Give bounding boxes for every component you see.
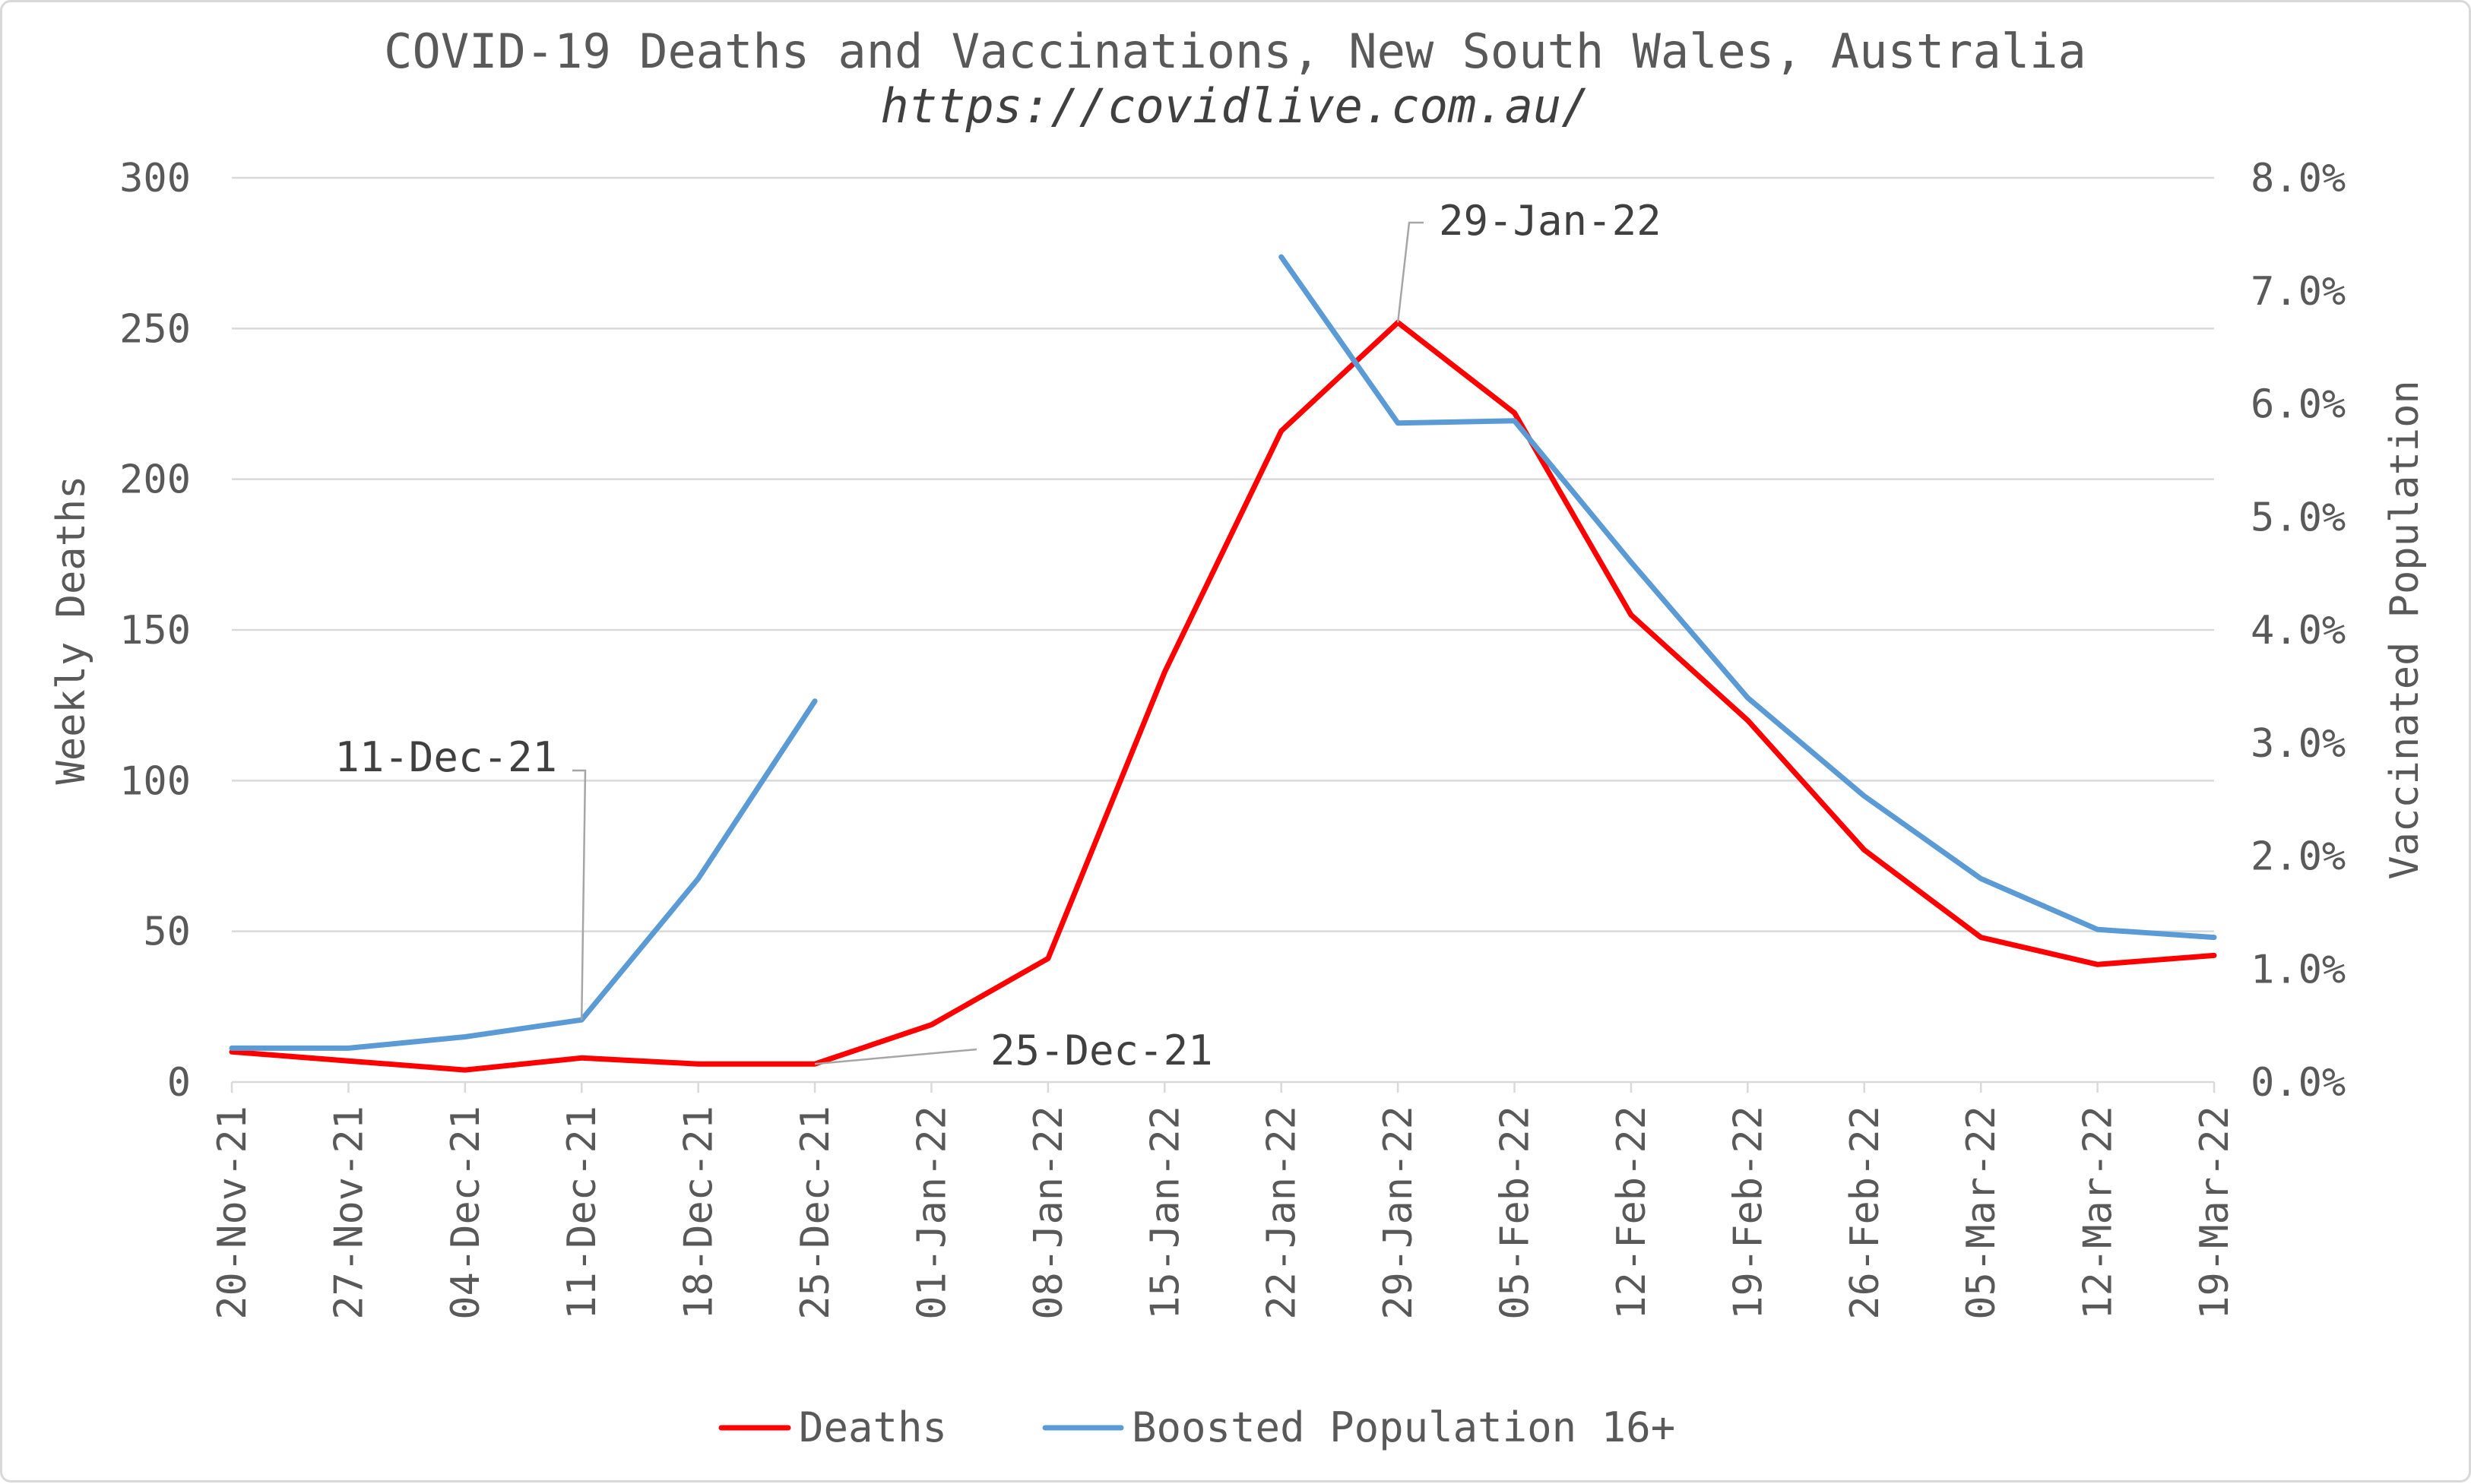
data-point-deaths (463, 1068, 467, 1072)
data-point-deaths (1862, 848, 1866, 852)
data-point-boosted (2096, 928, 2099, 932)
data-point-deaths (1629, 613, 1633, 617)
y2-tick-label: 0.0% (2251, 1060, 2346, 1106)
y2-tick-label: 4.0% (2251, 608, 2346, 653)
data-point-deaths (696, 1062, 700, 1066)
data-point-boosted (1746, 696, 1750, 700)
series-line-boosted (229, 698, 818, 1051)
y2-tick-label: 5.0% (2251, 495, 2346, 540)
legend-label: Boosted Population 16+ (1132, 1403, 1675, 1451)
x-tick-label: 22-Jan-22 (1259, 1106, 1305, 1320)
y2-tick-label: 3.0% (2251, 721, 2346, 767)
data-point-boosted (1513, 419, 1516, 422)
y2-tick-label: 8.0% (2251, 156, 2346, 201)
data-point-boosted (463, 1035, 467, 1039)
y-tick-label: 50 (143, 910, 191, 955)
annotation-leader-line (572, 769, 587, 1020)
y-tick-label: 100 (119, 758, 191, 804)
data-point-deaths (580, 1056, 584, 1060)
data-point-deaths (1513, 411, 1516, 415)
data-point-deaths (1046, 957, 1050, 960)
y-tick-label: 0 (167, 1060, 191, 1106)
annotation-leader-line (814, 1048, 977, 1065)
data-point-boosted (1396, 421, 1400, 425)
y-tick-label: 250 (119, 306, 191, 352)
data-point-deaths (230, 1050, 233, 1054)
data-point-boosted (347, 1046, 350, 1050)
data-point-deaths (2213, 954, 2216, 957)
annotations: 11-Dec-21 25-Dec-21 29-Jan-22 (334, 197, 1661, 1074)
x-tick-label: 12-Mar-22 (2076, 1106, 2121, 1320)
x-tick-label: 01-Jan-22 (909, 1106, 955, 1320)
data-point-deaths (347, 1059, 350, 1063)
data-point-boosted (696, 877, 700, 881)
data-point-deaths (1279, 429, 1283, 433)
y-tick-label: 200 (119, 457, 191, 503)
annotation-label: 25-Dec-21 (990, 1027, 1213, 1074)
y2-tick-label: 7.0% (2251, 269, 2346, 315)
y-tick-label: 150 (119, 608, 191, 653)
x-tick-label: 15-Jan-22 (1142, 1106, 1188, 1320)
annotation-leader-line (1396, 221, 1424, 323)
x-tick-label: 19-Mar-22 (2192, 1106, 2238, 1320)
x-tick-label: 27-Nov-21 (326, 1106, 372, 1320)
data-point-deaths (2096, 963, 2099, 967)
gridlines (232, 176, 2214, 932)
annotation-label: 29-Jan-22 (1439, 197, 1662, 245)
chart-subtitle: https://covidlive.com.au/ (880, 78, 1589, 134)
data-point-boosted (813, 699, 817, 703)
y2-tick-label: 6.0% (2251, 382, 2346, 428)
data-point-deaths (1163, 670, 1167, 674)
y-axis-title: Weekly Deaths (49, 476, 94, 785)
data-point-boosted (1279, 255, 1283, 259)
x-tick-label: 08-Jan-22 (1026, 1106, 1072, 1320)
x-tick-label: 20-Nov-21 (210, 1106, 255, 1320)
data-point-boosted (230, 1046, 233, 1050)
x-tick-label: 04-Dec-21 (443, 1106, 489, 1320)
y2-axis-title: Vaccinated Population (2382, 380, 2428, 879)
y2-tick-label: 1.0% (2251, 947, 2346, 992)
x-tick-label: 12-Feb-22 (1609, 1106, 1655, 1320)
series (229, 254, 2217, 1073)
x-tick-label: 19-Feb-22 (1725, 1106, 1771, 1320)
x-tick-label: 26-Feb-22 (1842, 1106, 1888, 1320)
data-point-boosted (2213, 935, 2216, 939)
y-tick-label: 300 (119, 156, 191, 201)
legend: Deaths Boosted Population 16+ (718, 1403, 1675, 1451)
series-line-deaths (229, 319, 2217, 1073)
y2-tick-label: 2.0% (2251, 834, 2346, 880)
legend-label: Deaths (799, 1403, 947, 1451)
data-point-deaths (930, 1023, 933, 1027)
chart-title: COVID-19 Deaths and Vaccinations, New So… (384, 24, 2086, 79)
axes: 0 50 100 150 200 250 300 0.0% 1.0% 2.0% 3.0% 4.0% 5.… (49, 156, 2428, 1320)
series-line-boosted (1278, 254, 2217, 941)
x-tick-label: 25-Dec-21 (793, 1106, 838, 1320)
data-point-boosted (1629, 560, 1633, 564)
annotation-label: 11-Dec-21 (334, 733, 557, 781)
x-tick-label: 29-Jan-22 (1376, 1106, 1421, 1320)
x-tick-label: 18-Dec-21 (676, 1106, 722, 1320)
x-tick-label: 05-Mar-22 (1959, 1106, 2004, 1320)
data-point-boosted (1862, 794, 1866, 798)
x-tick-label: 05-Feb-22 (1493, 1106, 1538, 1320)
x-tick-label: 11-Dec-21 (559, 1106, 605, 1320)
data-point-boosted (1979, 877, 1983, 881)
data-point-deaths (1979, 935, 1983, 939)
data-point-deaths (1746, 719, 1750, 722)
